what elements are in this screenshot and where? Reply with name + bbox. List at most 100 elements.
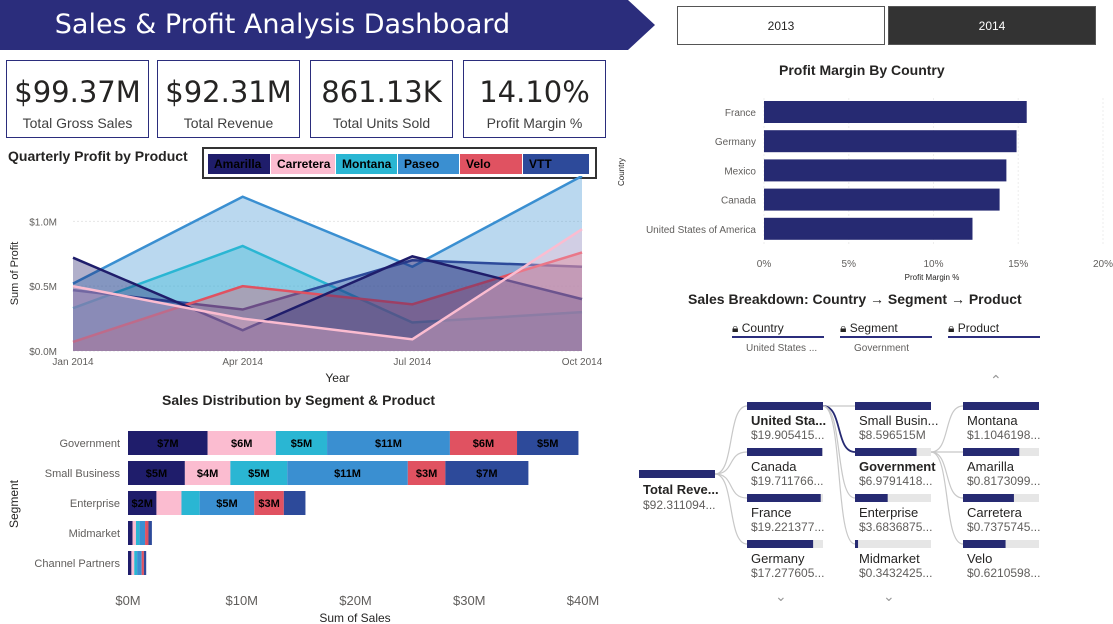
data-label: $3M	[416, 468, 437, 480]
data-label: $6M	[231, 438, 252, 450]
legend-carretera[interactable]: Carretera	[271, 154, 335, 174]
dt-segment-value: $6.9791418...	[859, 474, 933, 488]
year-slicer-2013[interactable]: 2013	[677, 6, 885, 45]
dt-product-name[interactable]: Carretera	[967, 505, 1022, 520]
dt-segment-name[interactable]: Enterprise	[859, 505, 919, 520]
x-axis-title: Sum of Sales	[319, 611, 390, 624]
country-label: United States of America	[646, 225, 756, 236]
segment-bar-carretera	[184, 461, 231, 485]
legend-amarilla[interactable]: Amarilla	[208, 154, 270, 174]
segment-label: Government	[59, 438, 120, 450]
kpi-card-gross-sales: $99.37M Total Gross Sales	[6, 60, 149, 138]
dt-country-name[interactable]: United Sta...	[751, 413, 827, 428]
area-carretera	[73, 229, 582, 351]
x-tick-label: 0%	[757, 259, 772, 270]
scroll-down-icon[interactable]: ⌄	[883, 588, 895, 604]
x-axis-title: Profit Margin %	[905, 273, 960, 282]
x-tick-label: Apr 2014	[222, 357, 263, 368]
x-axis-title: Year	[325, 371, 349, 385]
data-label: $5M	[537, 438, 558, 450]
dt-header-label: Country	[741, 321, 784, 335]
dt-bar-fill	[747, 494, 821, 502]
dt-connector	[714, 451, 748, 475]
dt-country-name[interactable]: France	[751, 505, 792, 520]
segment-bar-amarilla	[128, 461, 185, 485]
dt-product-value: $0.8173099...	[967, 474, 1041, 488]
dt-product-value: $0.6210598...	[967, 566, 1041, 580]
dt-connector	[714, 473, 748, 545]
kpi-label: Total Gross Sales	[22, 115, 133, 131]
dashboard-title: Sales & Profit Analysis Dashboard	[54, 9, 511, 40]
segment-bar-vtt	[283, 491, 306, 515]
dt-product-name[interactable]: Amarilla	[967, 459, 1014, 474]
country-bar	[764, 188, 1000, 211]
segment-bar-paseo	[199, 491, 255, 515]
country-bar	[764, 101, 1027, 123]
y-axis-title: Country	[617, 158, 626, 186]
y-tick-label: $0.0M	[29, 347, 57, 358]
dt-header-segment[interactable]: 🔒︎ Segment	[840, 321, 898, 336]
kpi-card-units-sold: 861.13K Total Units Sold	[310, 60, 453, 138]
legend-paseo[interactable]: Paseo	[398, 154, 459, 174]
country-label: Mexico	[724, 166, 756, 177]
kpi-label: Total Units Sold	[332, 115, 431, 131]
dt-bar-fill	[747, 402, 823, 410]
dt-connector	[714, 473, 748, 499]
dt-header-product[interactable]: 🔒︎ Product	[948, 321, 999, 336]
dt-segment-value: $3.6836875...	[859, 520, 933, 534]
dt-header-selection: Government	[854, 343, 910, 354]
segment-bar-vtt	[143, 551, 147, 575]
dt-connector	[822, 405, 856, 499]
segment-chart-title: Sales Distribution by Segment & Product	[162, 392, 436, 408]
x-tick-label: 10%	[923, 259, 943, 270]
kpi-label: Profit Margin %	[486, 115, 583, 131]
dt-bar-fill	[747, 540, 814, 548]
dt-product-name[interactable]: Velo	[967, 551, 993, 566]
line-carretera	[72, 228, 583, 341]
dt-product-name[interactable]: Montana	[967, 413, 1018, 428]
y-tick-label: $1.0M	[29, 217, 57, 228]
area-velo	[73, 252, 582, 351]
dt-segment-value: $0.3432425...	[859, 566, 933, 580]
segment-bar-montana	[135, 521, 140, 545]
dt-header-country[interactable]: 🔒︎ Country	[732, 321, 784, 336]
x-tick-label: $0M	[115, 593, 140, 608]
data-label: $7M	[476, 468, 497, 480]
kpi-value: $99.37M	[14, 75, 141, 109]
x-tick-label: 15%	[1008, 259, 1028, 270]
segment-bar-vtt	[445, 461, 529, 485]
dt-connector	[930, 451, 964, 545]
data-label: $5M	[291, 438, 312, 450]
dt-product-value: $0.7375745...	[967, 520, 1041, 534]
legend-velo[interactable]: Velo	[460, 154, 522, 174]
scroll-down-icon[interactable]: ⌄	[775, 588, 787, 604]
segment-bar-amarilla	[128, 491, 157, 515]
segment-bar-carretera	[207, 431, 276, 455]
lock-icon: 🔒︎	[732, 321, 739, 335]
dt-country-name[interactable]: Germany	[751, 551, 805, 566]
x-tick-label: $10M	[225, 593, 258, 608]
dt-segment-name[interactable]: Government	[859, 459, 936, 474]
year-slicer-2014[interactable]: 2014	[888, 6, 1096, 45]
legend-montana[interactable]: Montana	[336, 154, 397, 174]
segment-label: Small Business	[45, 468, 121, 480]
country-chart-title: Profit Margin By Country	[779, 62, 945, 78]
dt-country-name[interactable]: Canada	[751, 459, 797, 474]
data-label: $11M	[334, 468, 361, 480]
data-label: $2M	[132, 498, 153, 510]
dt-header-underline	[840, 336, 932, 338]
legend-vtt[interactable]: VTT	[523, 154, 589, 174]
dt-connector	[822, 405, 856, 545]
dt-segment-name[interactable]: Small Busin...	[859, 413, 939, 428]
dt-country-value: $19.905415...	[751, 428, 825, 442]
dt-bar-fill	[963, 540, 1006, 548]
dt-bar-fill	[963, 494, 1014, 502]
dt-country-value: $19.711766...	[751, 474, 824, 488]
dt-root-name[interactable]: Total Reve...	[643, 482, 719, 497]
data-label: $5M	[216, 498, 237, 510]
dt-segment-name[interactable]: Midmarket	[859, 551, 920, 566]
segment-bar-velo	[141, 551, 144, 575]
dt-country-value: $19.221377...	[751, 520, 825, 534]
scroll-up-icon[interactable]: ⌃	[990, 372, 1002, 388]
dt-bar-fill	[855, 540, 859, 548]
